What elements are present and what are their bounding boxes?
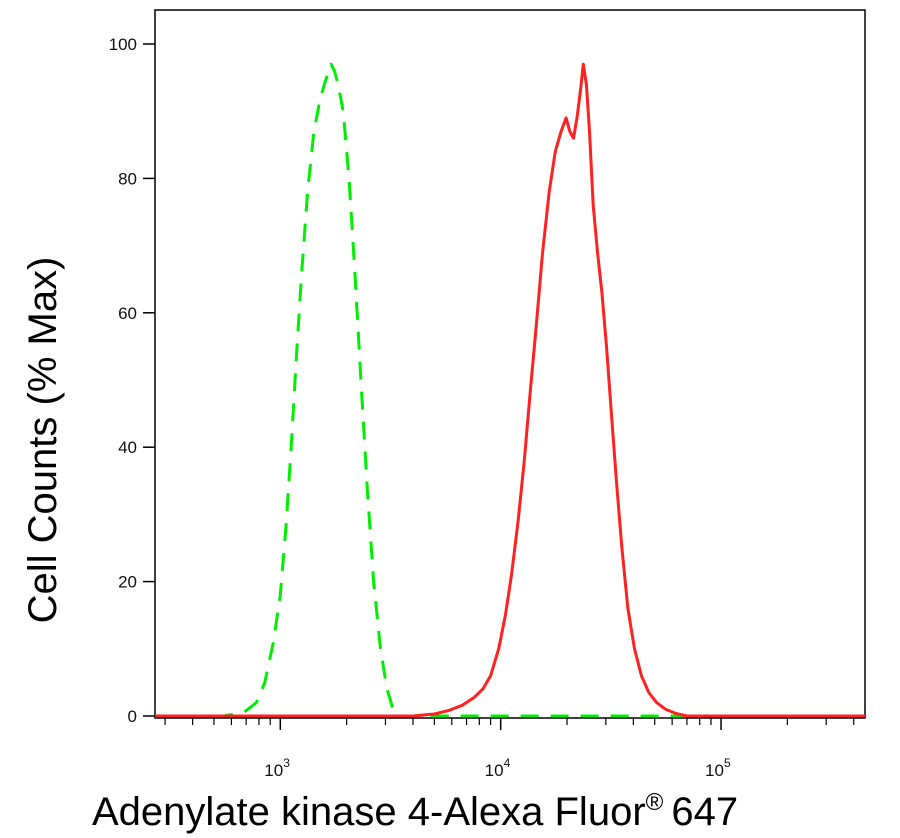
- x-tick-label-exponent: 3: [283, 756, 290, 770]
- y-axis: 0 20 40 60 80 100: [109, 35, 155, 726]
- control-series-line: [155, 62, 865, 718]
- x-axis-title-suffix: 647: [671, 790, 738, 834]
- x-axis: 103 104 105: [164, 718, 855, 780]
- y-tick-label: 0: [128, 707, 137, 726]
- x-tick-label: 104: [485, 756, 511, 780]
- x-axis-title-main: Adenylate kinase 4-Alexa Fluor: [92, 790, 646, 834]
- x-tick-label-base: 10: [485, 761, 504, 780]
- x-tick-label-base: 10: [264, 761, 283, 780]
- series-layer: [155, 62, 865, 718]
- plot-frame: [154, 9, 866, 719]
- x-tick-label: 103: [264, 756, 290, 780]
- y-tick-label: 40: [118, 438, 137, 457]
- x-tick-label: 105: [705, 756, 731, 780]
- sample-series-line: [155, 62, 865, 718]
- y-tick-label: 100: [109, 35, 137, 54]
- y-axis-title: Cell Counts (% Max): [21, 257, 65, 624]
- y-tick-label: 20: [118, 573, 137, 592]
- y-tick-label: 80: [118, 169, 137, 188]
- y-tick-label: 60: [118, 304, 137, 323]
- x-tick-label-base: 10: [705, 761, 724, 780]
- x-axis-title-registered-mark: ®: [646, 789, 664, 816]
- x-tick-label-exponent: 5: [724, 756, 731, 770]
- x-axis-title: Adenylate kinase 4-Alexa Fluor® 647: [92, 789, 738, 834]
- x-tick-label-exponent: 4: [504, 756, 511, 770]
